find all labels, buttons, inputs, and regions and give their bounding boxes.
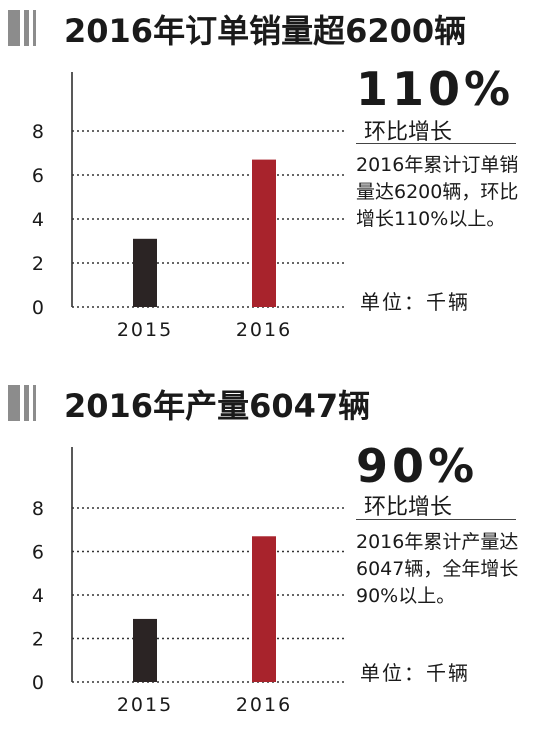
panel-title: 2016年订单销量超6200辆 [64, 12, 467, 50]
bar-2015 [133, 618, 157, 682]
title-decoration-bar [24, 10, 29, 46]
bar-2016 [252, 536, 276, 682]
title-decoration-bar [33, 385, 36, 421]
y-tick-label: 4 [32, 585, 44, 607]
bar-2015 [133, 238, 157, 307]
panel-title: 2016年产量6047辆 [64, 387, 371, 425]
x-tick-label: 2015 [117, 319, 173, 341]
y-tick-label: 2 [32, 253, 44, 275]
y-tick-label: 6 [32, 542, 44, 564]
growth-percent: 90% [356, 439, 479, 493]
x-tick-label: 2015 [117, 694, 173, 716]
title-decoration-bar [8, 10, 20, 46]
growth-label: 环比增长 [364, 495, 453, 520]
y-tick-label: 6 [32, 165, 44, 187]
y-tick-label: 8 [32, 121, 44, 143]
production-panel: 2016年产量6047辆 0 2 4 6 8 2015 2016 90% 环比增长 2016… [0, 375, 533, 725]
divider-line [356, 519, 516, 520]
y-tick-label: 2 [32, 629, 44, 651]
sales-panel: 2016年订单销量超6200辆 0 2 4 6 8 2015 2016 110% 环比增长 … [0, 0, 533, 355]
x-tick-label: 2016 [236, 319, 292, 341]
y-tick-label: 0 [32, 672, 44, 694]
y-tick-label: 4 [32, 209, 44, 231]
growth-percent: 110% [356, 62, 515, 116]
description-text: 2016年累计订单销量达6200辆，环比增长110%以上。 [356, 154, 519, 230]
y-tick-label: 0 [32, 297, 44, 319]
bar-2016 [252, 159, 276, 307]
description-text: 2016年累计产量达6047辆，全年增长90%以上。 [356, 531, 519, 607]
sales-bar-chart: 0 2 4 6 8 2015 2016 [32, 72, 345, 341]
production-bar-chart: 0 2 4 6 8 2015 2016 [32, 447, 345, 716]
x-tick-label: 2016 [236, 694, 292, 716]
divider-line [356, 143, 516, 144]
unit-label: 单位：千辆 [360, 661, 470, 685]
y-tick-label: 8 [32, 498, 44, 520]
title-decoration-bar [33, 10, 36, 46]
unit-label: 单位：千辆 [360, 290, 470, 314]
title-decoration-bar [24, 385, 29, 421]
growth-label: 环比增长 [364, 120, 453, 145]
title-decoration-bar [8, 385, 20, 421]
